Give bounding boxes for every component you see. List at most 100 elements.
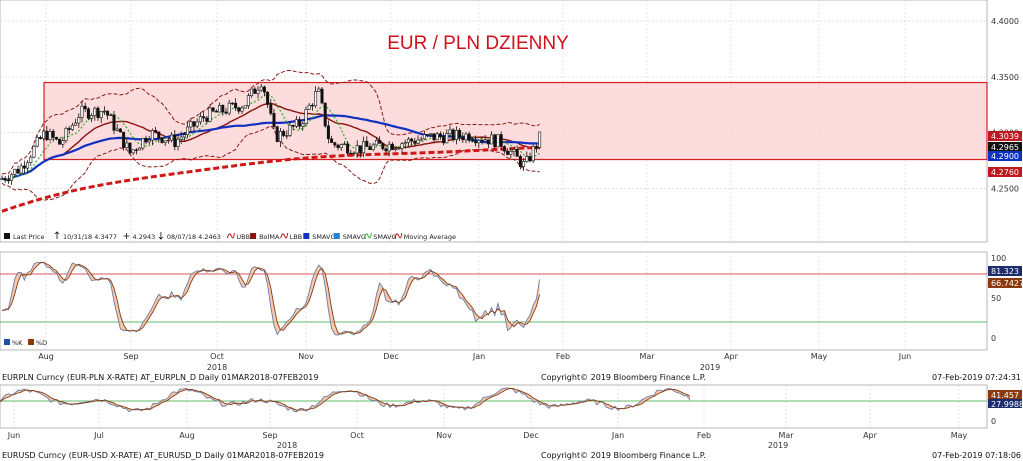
candle-body — [531, 146, 535, 162]
stoch-y-tick: 0 — [991, 334, 996, 343]
stoch-y-tick: 100 — [991, 254, 1006, 263]
candle-body — [419, 138, 423, 141]
candle-body — [262, 86, 266, 93]
candle-body — [461, 136, 465, 141]
candle-body — [416, 139, 420, 144]
candle-body — [486, 139, 490, 145]
candle-body — [374, 139, 378, 146]
candle-body — [112, 114, 116, 131]
legend-wave-icon — [226, 232, 235, 239]
candle-body — [13, 168, 17, 175]
candle-body — [106, 110, 110, 116]
candle-body — [438, 133, 442, 137]
year-label: 2018 — [207, 363, 227, 372]
candle-body — [282, 131, 286, 136]
stoch2-tag — [988, 390, 1022, 399]
candle-body — [288, 124, 292, 136]
candle-body — [122, 131, 126, 148]
candle-body — [368, 146, 372, 150]
candle-body — [435, 133, 439, 141]
candle-body — [515, 149, 519, 157]
candle-body — [275, 126, 279, 142]
candle-body — [320, 88, 324, 104]
candle-body — [83, 105, 87, 110]
stoch-legend-label: %D — [36, 339, 47, 347]
x2-tick-label: Sep — [262, 431, 277, 440]
candle-body — [3, 178, 7, 181]
stoch-tag — [988, 278, 1022, 288]
candle-body — [429, 133, 433, 135]
candle-body — [499, 134, 503, 147]
candle-body — [310, 104, 314, 107]
candle-body — [432, 133, 436, 141]
candle-body — [250, 88, 254, 96]
candle-body — [326, 125, 330, 140]
candle-body — [125, 142, 129, 148]
candle-body — [477, 140, 481, 144]
candle-body — [384, 148, 388, 152]
price-tag-value: 4.2965 — [991, 143, 1019, 152]
price-tag-value: 4.3039 — [991, 132, 1019, 141]
candle-body — [150, 130, 154, 141]
candle-body — [352, 152, 356, 155]
candle-body — [45, 130, 49, 141]
stoch-tag — [988, 266, 1022, 276]
candle-body — [227, 102, 231, 114]
candle-body — [198, 116, 202, 123]
candle-body — [192, 121, 196, 127]
candle-body — [67, 128, 71, 130]
legend-square-icon — [4, 233, 10, 239]
candle-body — [339, 144, 343, 148]
footer2-left: EURUSD Curncy (EUR-USD X-RATE) AT_EURUSD… — [2, 451, 324, 460]
footer1-right: 07-Feb-2019 07:24:31 — [932, 373, 1021, 382]
footer1-center: Copyright© 2019 Bloomberg Finance L.P. — [541, 373, 706, 382]
legend-label: 08/07/18 4.2463 — [167, 233, 221, 241]
candle-body — [336, 144, 340, 148]
candle-body — [19, 165, 23, 174]
candle-body — [394, 148, 398, 151]
range-rectangle — [43, 81, 988, 161]
x2-tick-label: Jan — [611, 431, 624, 440]
candle-body — [16, 168, 20, 174]
candle-body — [29, 156, 33, 163]
grid — [0, 0, 988, 429]
legend-down-arrow-icon — [158, 232, 164, 240]
candle-body — [243, 105, 247, 109]
candle-body — [362, 140, 366, 154]
footer2-center: Copyright© 2019 Bloomberg Finance L.P. — [541, 451, 706, 460]
candle-body — [266, 91, 270, 105]
candle-body — [240, 107, 244, 112]
legend-average-icon — [123, 233, 130, 239]
legend-label: 4.2943 — [133, 233, 156, 241]
y-tick-label: 4.2500 — [991, 185, 1019, 194]
stoch2-d-line — [0, 388, 691, 411]
candle-body — [534, 146, 538, 148]
legend-wave-icon — [280, 232, 289, 239]
candle-body — [333, 142, 337, 146]
candle-body — [102, 110, 106, 113]
legend-label: SMAVG — [312, 233, 335, 241]
x2-tick-label: Aug — [179, 431, 195, 440]
candle-body — [173, 134, 177, 147]
candle-body — [80, 105, 84, 118]
candle-body — [144, 138, 148, 143]
x2-tick-label: Apr — [863, 431, 878, 440]
candle-body — [48, 131, 52, 141]
candle-body — [371, 144, 375, 150]
candle-body — [70, 124, 74, 130]
candles — [0, 83, 542, 185]
candle-body — [224, 111, 228, 114]
candle-body — [512, 149, 516, 152]
candle-body — [390, 143, 394, 151]
candle-body — [64, 128, 68, 141]
candle-body — [166, 139, 170, 142]
candle-body — [246, 95, 250, 107]
stoch-legend-label: %K — [12, 339, 23, 347]
candle-body — [518, 156, 522, 167]
stoch-fill — [2, 262, 540, 336]
price-tag — [988, 142, 1022, 152]
candle-body — [410, 138, 414, 142]
candle-body — [291, 124, 295, 127]
stoch2-tag-value: 41.457 — [991, 391, 1019, 400]
candle-body — [208, 107, 212, 122]
